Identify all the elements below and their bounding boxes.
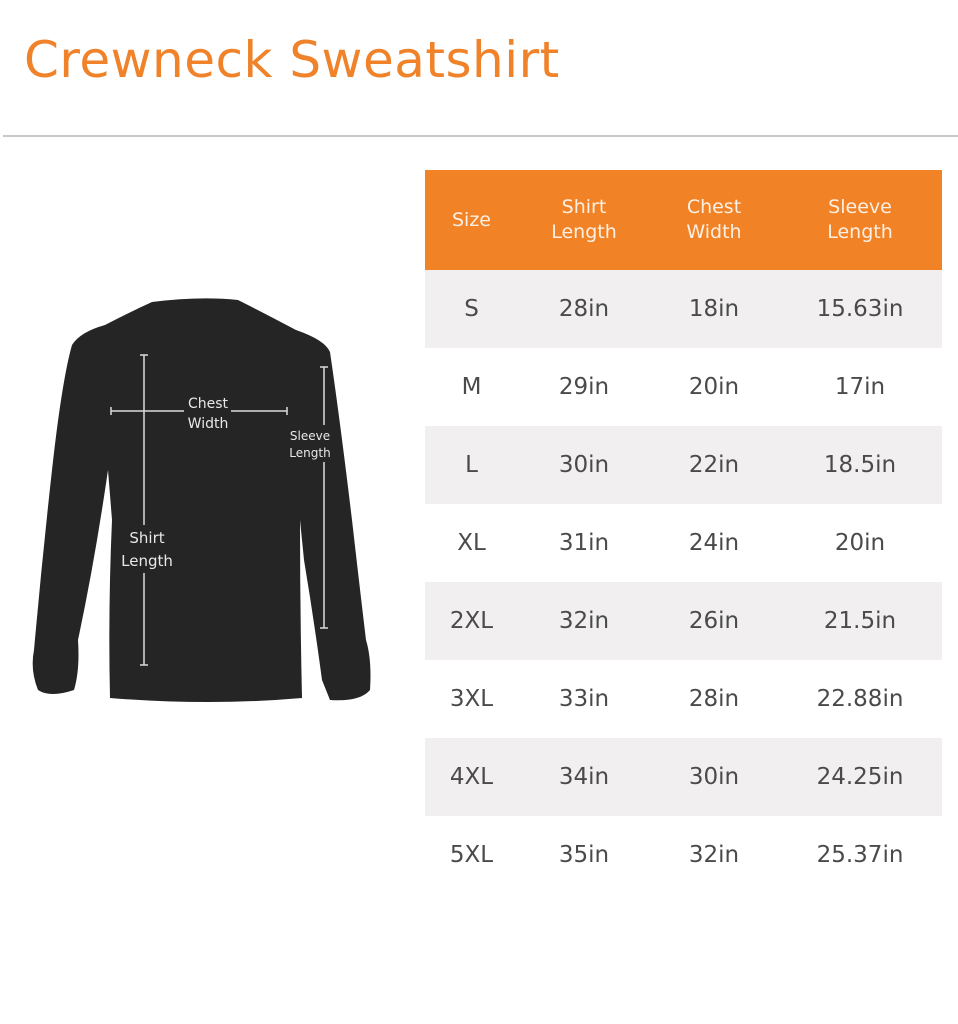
sweatshirt-diagram: Chest Width Sleeve Length Shirt Length [32,298,371,702]
cell-size: 3XL [449,686,494,712]
cell-size: S [425,270,518,348]
cell-sleeve-length: 18.5in [778,426,942,504]
cell-size: 4XL [425,738,518,816]
cell-shirt-length: 30in [518,426,650,504]
table-row: 2XL 32in 26in 21.5in [425,582,942,660]
cell-chest-width: 20in [688,374,740,400]
cell-sleeve-length: 24.25in [778,738,942,816]
cell-shirt-length: 34in [518,738,650,816]
cell-sleeve-length: 17in [834,374,886,400]
cell-shirt-length: 31in [558,530,610,556]
cell-shirt-length: 28in [518,270,650,348]
cell-size: 2XL [425,582,518,660]
table-row: 3XL 33in 28in 22.88in [425,660,942,738]
cell-sleeve-length: 25.37in [816,842,904,868]
table-row: L 30in 22in 18.5in [425,426,942,504]
cell-shirt-length: 29in [558,374,610,400]
cell-chest-width: 22in [650,426,778,504]
table-row: M 29in 20in 17in [425,348,942,426]
cell-sleeve-length: 20in [834,530,886,556]
cell-size: XL [457,530,486,556]
table-row: 4XL 34in 30in 24.25in [425,738,942,816]
table-row: XL 31in 24in 20in [425,504,942,582]
table-row: 5XL 35in 32in 25.37in [425,816,942,894]
chest-width-label: Chest Width [188,396,229,432]
cell-shirt-length: 32in [518,582,650,660]
divider [3,135,958,137]
sweatshirt-silhouette [32,298,371,702]
size-chart-table: Size Shirt Length Chest Width Sleeve Length… [425,170,942,894]
table-row: S 28in 18in 15.63in [425,270,942,348]
cell-shirt-length: 33in [558,686,610,712]
header-chest-width: Chest Width [650,170,778,270]
cell-chest-width: 30in [650,738,778,816]
header-sleeve-length: Sleeve Length [778,170,942,270]
header-size: Size [425,170,518,270]
cell-size: L [425,426,518,504]
cell-sleeve-length: 22.88in [816,686,904,712]
cell-chest-width: 26in [650,582,778,660]
cell-chest-width: 18in [650,270,778,348]
sleeve-length-label: Sleeve Length [289,429,330,460]
cell-sleeve-length: 15.63in [778,270,942,348]
cell-size: M [461,374,482,400]
shirt-length-label: Shirt Length [121,529,173,570]
cell-chest-width: 32in [688,842,740,868]
cell-sleeve-length: 21.5in [778,582,942,660]
page-title: Crewneck Sweatshirt [24,31,560,89]
cell-shirt-length: 35in [558,842,610,868]
table-header-row: Size Shirt Length Chest Width Sleeve Length [425,170,942,270]
cell-chest-width: 24in [688,530,740,556]
header-shirt-length: Shirt Length [518,170,650,270]
cell-size: 5XL [449,842,494,868]
cell-chest-width: 28in [688,686,740,712]
